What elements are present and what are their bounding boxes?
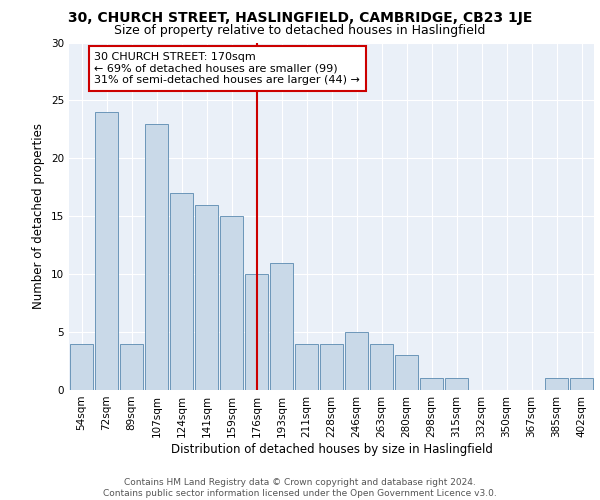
Bar (245, 274, 268, 390)
Bar (570, 378, 593, 390)
Bar (270, 262, 293, 390)
Bar (370, 344, 393, 390)
Bar (145, 124, 168, 390)
Text: 30 CHURCH STREET: 170sqm
← 69% of detached houses are smaller (99)
31% of semi-d: 30 CHURCH STREET: 170sqm ← 69% of detach… (95, 52, 361, 85)
Bar (120, 344, 143, 390)
Bar (395, 355, 418, 390)
Bar (95, 112, 118, 390)
Bar (295, 344, 318, 390)
Bar (70, 344, 93, 390)
Bar (220, 216, 243, 390)
Bar (545, 378, 568, 390)
Bar (420, 378, 443, 390)
Bar (170, 193, 193, 390)
Bar (320, 344, 343, 390)
Bar (345, 332, 368, 390)
X-axis label: Distribution of detached houses by size in Haslingfield: Distribution of detached houses by size … (170, 442, 493, 456)
Bar (445, 378, 468, 390)
Y-axis label: Number of detached properties: Number of detached properties (32, 123, 46, 309)
Text: 30, CHURCH STREET, HASLINGFIELD, CAMBRIDGE, CB23 1JE: 30, CHURCH STREET, HASLINGFIELD, CAMBRID… (68, 11, 532, 25)
Bar (195, 204, 218, 390)
Text: Contains HM Land Registry data © Crown copyright and database right 2024.
Contai: Contains HM Land Registry data © Crown c… (103, 478, 497, 498)
Text: Size of property relative to detached houses in Haslingfield: Size of property relative to detached ho… (115, 24, 485, 37)
